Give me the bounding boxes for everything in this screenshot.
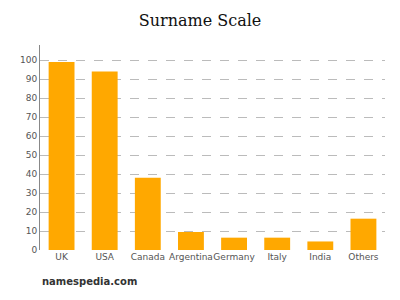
svg-text:Surname Scale: Surname Scale	[139, 11, 262, 30]
svg-text:Argentina: Argentina	[169, 252, 213, 262]
svg-text:30: 30	[26, 188, 38, 198]
svg-text:60: 60	[26, 131, 38, 141]
svg-text:Italy: Italy	[267, 252, 287, 262]
svg-text:namespedia.com: namespedia.com	[42, 276, 137, 287]
svg-text:10: 10	[26, 226, 38, 236]
svg-text:Others: Others	[348, 252, 379, 262]
svg-text:90: 90	[26, 74, 38, 84]
svg-text:UK: UK	[55, 252, 69, 262]
svg-text:50: 50	[26, 150, 38, 160]
svg-text:40: 40	[26, 169, 38, 179]
svg-text:0: 0	[31, 245, 37, 255]
svg-text:India: India	[309, 252, 331, 262]
svg-text:Canada: Canada	[131, 252, 165, 262]
svg-text:20: 20	[26, 207, 38, 217]
svg-text:USA: USA	[95, 252, 114, 262]
svg-text:100: 100	[20, 55, 37, 65]
svg-text:80: 80	[26, 93, 38, 103]
svg-text:Germany: Germany	[213, 252, 255, 262]
svg-text:70: 70	[26, 112, 38, 122]
